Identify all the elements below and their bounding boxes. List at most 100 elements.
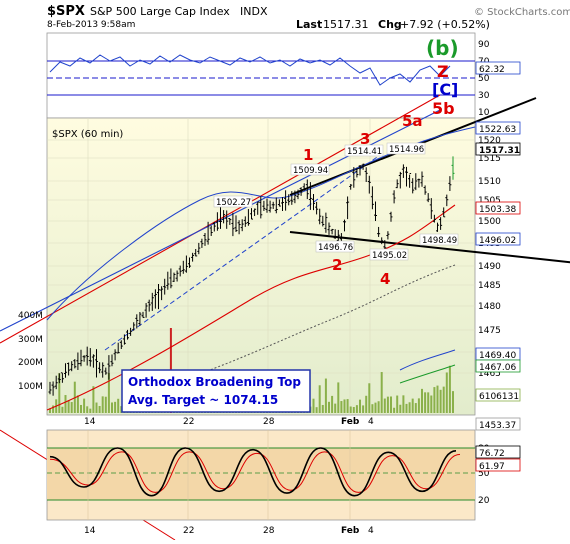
price-bar [228, 218, 232, 225]
price-bar [70, 361, 74, 372]
volume-bar [452, 391, 454, 413]
price-bar [67, 362, 71, 376]
price-bar [274, 197, 278, 214]
volume-bar [334, 403, 337, 413]
price-bar [281, 197, 284, 211]
price-bar [76, 352, 80, 370]
svg-text:1453.37: 1453.37 [479, 421, 516, 431]
price-bar [85, 346, 89, 366]
svg-text:1502.27: 1502.27 [216, 198, 251, 208]
price-bar [150, 292, 154, 311]
volume-bar [61, 406, 64, 413]
chg-label: Chg [378, 18, 402, 31]
volume-bar [371, 404, 374, 413]
volume-bar [328, 401, 330, 413]
price-bar [91, 354, 95, 368]
volume-bar [95, 402, 98, 413]
volume-bar [64, 395, 67, 413]
price-tick-1490: 1490 [478, 262, 501, 272]
volume-bar [421, 388, 423, 413]
x-label-22: 22 [183, 417, 194, 427]
rsi-tick-50: 50 [478, 469, 490, 479]
price-bar [104, 367, 108, 375]
price-bar [370, 186, 374, 210]
price-bar [305, 179, 309, 200]
price-bar [95, 349, 98, 378]
svg-text:1498.49: 1498.49 [422, 236, 457, 246]
wave-label-5b: 5b [432, 99, 455, 118]
price-bar [271, 201, 275, 209]
volume-bar [355, 405, 358, 413]
price-tick-1520: 1520 [478, 136, 501, 146]
annotation-1514-41: 1514.41 [344, 144, 384, 157]
price-bar [330, 228, 334, 235]
volume-bar [380, 372, 383, 413]
price-bar [246, 209, 250, 226]
volume-bar [89, 408, 92, 413]
price-bar [343, 219, 346, 232]
price-bar [132, 322, 136, 331]
price-bar [426, 193, 430, 203]
volume-bar [417, 398, 420, 413]
top-tick-90: 90 [478, 40, 490, 50]
price-bar [181, 260, 185, 274]
volume-bar [349, 406, 352, 413]
annotation-1509: 1509.94 [290, 163, 330, 176]
tag-1453-37: 1453.37 [475, 417, 521, 431]
price-bar [395, 179, 399, 189]
vol-tick-400m: 400M [18, 311, 43, 321]
price-bar [250, 208, 253, 220]
price-bar [231, 212, 235, 237]
price-bar [178, 265, 182, 277]
ma-blue-lower [399, 349, 456, 371]
x-label-14: 14 [84, 417, 96, 427]
price-bar [308, 182, 312, 210]
annotation-1498: 1498.49 [419, 233, 459, 246]
price-bar [138, 311, 142, 326]
price-tick-1480: 1480 [478, 302, 501, 312]
price-bar [215, 212, 219, 231]
volume-bar [411, 398, 414, 413]
price-tick-1465: 1465 [478, 369, 501, 379]
rsi-tag-61: 61.97 [475, 458, 521, 472]
price-bar [346, 196, 350, 220]
price-tick-1510: 1510 [478, 177, 501, 187]
tag-1522-63: 1522.63 [475, 121, 521, 135]
price-bar [259, 196, 263, 219]
volume-bar [58, 373, 61, 413]
rsi-tick-20: 20 [478, 496, 490, 506]
last-value: 1517.31 [323, 18, 369, 31]
price-bar [253, 208, 257, 217]
volume-bar [80, 404, 82, 413]
volume-bar [107, 373, 110, 413]
price-bar [184, 255, 188, 273]
price-bar [122, 334, 126, 345]
volume-bar [365, 395, 368, 413]
price-bar [401, 164, 405, 178]
price-bar [321, 215, 325, 227]
volume-bar [321, 404, 324, 413]
price-bar [358, 165, 362, 176]
ma-red-curve [46, 204, 456, 411]
rsi-x-label-4: 4 [368, 526, 374, 536]
price-bar [169, 268, 173, 289]
volume-bar [393, 407, 396, 413]
volume-bar [383, 398, 386, 413]
price-bar [439, 217, 443, 230]
price-bar [240, 219, 244, 232]
broadening-top-note: Orthodox Broadening Top Avg. Target ~ 10… [121, 369, 311, 413]
price-bar [188, 257, 191, 268]
price-bar [129, 327, 133, 336]
volume-bar [324, 378, 327, 413]
rsi-panel [46, 429, 476, 521]
price-bar [436, 222, 439, 232]
price-bar [51, 381, 55, 396]
note-line-2: Avg. Target ~ 1074.15 [128, 393, 278, 407]
wave-label-z: Z [437, 62, 449, 81]
price-bar [389, 211, 393, 222]
price-bar [73, 359, 77, 369]
volume-bar [331, 395, 334, 413]
price-panel-label: $SPX (60 min) [52, 129, 123, 140]
price-bar [175, 270, 179, 282]
price-bar [318, 208, 322, 225]
